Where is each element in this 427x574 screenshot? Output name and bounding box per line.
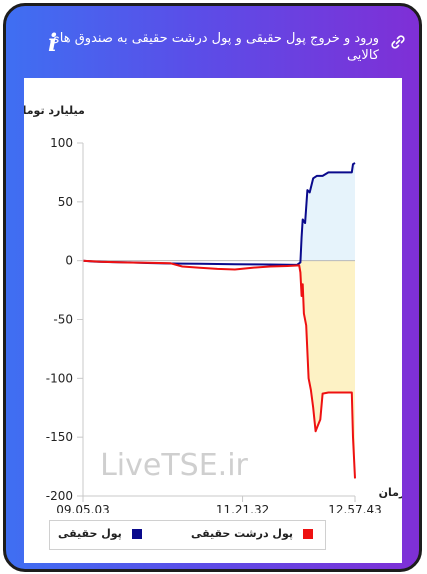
chart-card: i ورود و خروج پول حقیقی و پول درشت حقیقی… xyxy=(3,3,422,572)
y-tick-label: -150 xyxy=(46,430,73,444)
y-tick-label: -50 xyxy=(53,313,73,327)
chart-legend: پول درشت حقیقی پول حقیقی xyxy=(49,520,326,550)
legend-label-real-money: پول حقیقی xyxy=(58,527,122,540)
y-tick-label: 100 xyxy=(50,136,73,150)
legend-label-big-real-money: پول درشت حقیقی xyxy=(190,527,293,540)
y-tick-label: 50 xyxy=(58,195,73,209)
watermark: LiveTSE.ir xyxy=(100,448,248,483)
x-tick-label: 11.21.32 xyxy=(216,503,269,513)
legend-item-big-real-money[interactable]: پول درشت حقیقی xyxy=(191,527,313,540)
chart-area: میلیارد تومان زمان LiveTSE.ir 100 50 0 -50 -… xyxy=(13,78,405,563)
area-fill-series-1 xyxy=(299,260,355,479)
y-tick-label: -100 xyxy=(46,371,73,385)
x-tick-label: 12.57.43 xyxy=(328,503,381,513)
chart-title: ورود و خروج پول حقیقی و پول درشت حقیقی ب… xyxy=(49,31,379,63)
y-tick-label: -200 xyxy=(46,489,73,503)
legend-swatch-real-money xyxy=(131,528,142,539)
area-fill-series-0 xyxy=(300,163,355,263)
series-line-1 xyxy=(82,259,356,479)
x-axis-label: زمان xyxy=(379,486,402,499)
link-icon[interactable] xyxy=(391,34,405,53)
x-tick-label: 09.05.03 xyxy=(56,503,109,513)
y-tick-label: 0 xyxy=(65,254,73,268)
legend-swatch-big-real-money xyxy=(303,528,313,539)
chart-svg: میلیارد تومان زمان LiveTSE.ir 100 50 0 -50 -… xyxy=(13,104,405,517)
legend-item-real-money[interactable]: پول حقیقی xyxy=(58,527,142,540)
area-fills xyxy=(299,163,355,479)
card-header: i ورود و خروج پول حقیقی و پول درشت حقیقی… xyxy=(6,6,419,78)
y-axis-label: میلیارد تومان xyxy=(24,104,85,117)
series-lines xyxy=(82,162,356,479)
info-icon[interactable]: i xyxy=(48,28,58,57)
